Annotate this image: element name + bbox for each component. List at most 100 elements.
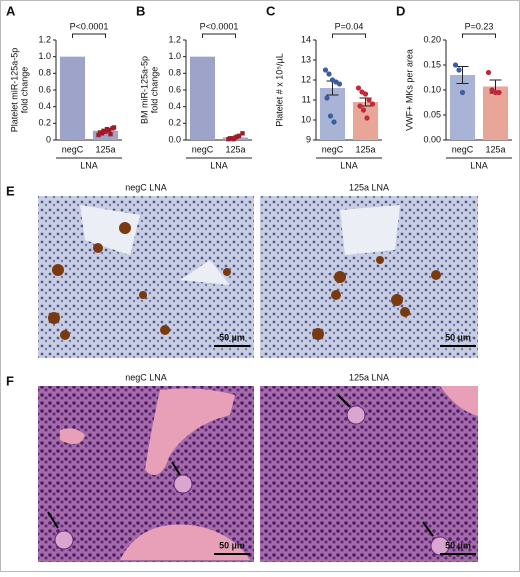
- micrograph: [260, 386, 478, 562]
- point: [360, 107, 367, 113]
- x-tick-label: 125a: [355, 144, 375, 154]
- panel-e: E negC LNA 125a LNA 50 µm 50 µm: [6, 182, 478, 358]
- tissue-gap: [80, 205, 400, 285]
- panel-letter: D: [396, 3, 405, 18]
- y-tick-label: 0.00: [423, 134, 441, 144]
- y-tick-label: 14: [301, 34, 311, 44]
- y-tick-label: 9: [306, 134, 311, 144]
- panel-letter: B: [136, 3, 145, 18]
- panel-letter: C: [266, 3, 276, 18]
- y-tick-label: 0.05: [423, 109, 441, 119]
- point: [101, 128, 106, 134]
- point: [362, 91, 369, 97]
- group-label: LNA: [470, 160, 488, 170]
- point: [336, 81, 343, 87]
- point: [357, 103, 363, 109]
- image-title: 125a LNA: [349, 372, 389, 382]
- y-axis-label: VWF+ MKs per area: [404, 49, 414, 131]
- y-tick-label: 0.2: [38, 118, 51, 128]
- y-tick-label: 0.20: [423, 34, 441, 44]
- y-axis-label: Platelet # x 10⁵/µL: [274, 53, 284, 126]
- x-tick-label: 125a: [95, 144, 115, 154]
- point: [234, 134, 240, 139]
- y-axis-label: BM miR-125a-5p: [139, 56, 149, 124]
- point: [452, 62, 459, 68]
- point: [456, 67, 462, 73]
- chart: D VWF+ MKs per area 0.00 0.05 0.10 0.15 0.20 ne…: [396, 3, 512, 170]
- bar: [189, 56, 216, 140]
- image-title: 125a LNA: [349, 182, 389, 192]
- scale-bar-label: 50 µm: [219, 332, 245, 342]
- panel-f: F negC LNA 125a LNA 50 µm 50 µm: [6, 372, 478, 562]
- y-tick-label: 0.15: [423, 59, 441, 69]
- y-axis-label: Platelet miR-125a-5p: [9, 48, 19, 133]
- y-tick-label: 0.10: [423, 84, 441, 94]
- bar: [319, 88, 346, 140]
- y-axis-label: fold change: [19, 67, 29, 114]
- point: [324, 95, 330, 101]
- scale-bar-label: 50 µm: [219, 540, 245, 550]
- bar: [59, 56, 86, 140]
- x-tick-label: 125a: [225, 144, 245, 154]
- x-tick-label: negC: [452, 144, 474, 154]
- point: [97, 130, 103, 135]
- bar: [92, 130, 119, 140]
- point: [485, 69, 492, 76]
- y-tick-label: 13: [301, 54, 311, 64]
- y-tick-label: 0.0: [168, 134, 181, 144]
- bar: [449, 75, 476, 140]
- image-title: negC LNA: [125, 372, 167, 382]
- p-value: P<0.0001: [200, 21, 239, 31]
- bar: [352, 102, 379, 140]
- significance-bracket: [202, 33, 236, 38]
- chart: C Platelet # x 10⁵/µL 9 10 11 12 13 14 negC 125a L…: [266, 3, 382, 170]
- point: [104, 126, 110, 132]
- panel-letter: F: [6, 373, 14, 388]
- bar: [482, 86, 509, 140]
- megakaryocytes: [48, 222, 441, 340]
- chart: A Platelet miR-125a-5p fold change 0 0.2 0.4 0…: [6, 3, 122, 170]
- y-tick-label: 0.6: [38, 84, 51, 94]
- y-tick-label: 0.8: [168, 68, 181, 78]
- p-value: P<0.0001: [70, 21, 109, 31]
- y-tick-label: 1.2: [168, 34, 181, 44]
- group-label: LNA: [210, 160, 228, 170]
- point: [366, 97, 372, 103]
- group-label: LNA: [340, 160, 358, 170]
- y-axis-label: fold change: [149, 67, 159, 114]
- point: [331, 119, 337, 125]
- y-tick-label: 1.0: [168, 51, 181, 61]
- p-value: P=0.23: [465, 21, 494, 31]
- significance-bracket: [462, 33, 496, 38]
- point: [364, 115, 370, 121]
- y-tick-label: 0.8: [38, 68, 51, 78]
- y-tick-label: 10: [301, 114, 311, 124]
- chart: B BM miR-125a-5p fold change 0.0 0.2 0.4 0.6 0.…: [136, 3, 252, 170]
- point: [231, 136, 236, 142]
- point: [496, 89, 502, 96]
- y-tick-label: 12: [301, 74, 311, 84]
- significance-bracket: [332, 33, 366, 38]
- point: [240, 131, 245, 136]
- y-tick-label: 0.4: [38, 101, 51, 111]
- panel-letter: A: [6, 3, 16, 18]
- significance-bracket: [72, 33, 106, 38]
- x-tick-label: negC: [62, 144, 84, 154]
- y-tick-label: 11: [302, 94, 311, 104]
- error-bar: [456, 66, 469, 84]
- x-tick-label: negC: [192, 144, 214, 154]
- x-tick-label: negC: [322, 144, 344, 154]
- panel-letter: E: [6, 183, 15, 198]
- y-tick-label: 1.0: [38, 51, 51, 61]
- point: [326, 71, 332, 77]
- scale-bar-label: 50 µm: [445, 540, 471, 550]
- y-tick-label: 0: [46, 134, 51, 144]
- point: [369, 101, 376, 107]
- megakaryocytes: [54, 405, 450, 556]
- bone: [60, 386, 478, 560]
- p-value: P=0.04: [335, 21, 364, 31]
- y-tick-label: 0.6: [168, 84, 181, 94]
- point: [227, 136, 233, 141]
- y-tick-label: 1.2: [38, 34, 51, 44]
